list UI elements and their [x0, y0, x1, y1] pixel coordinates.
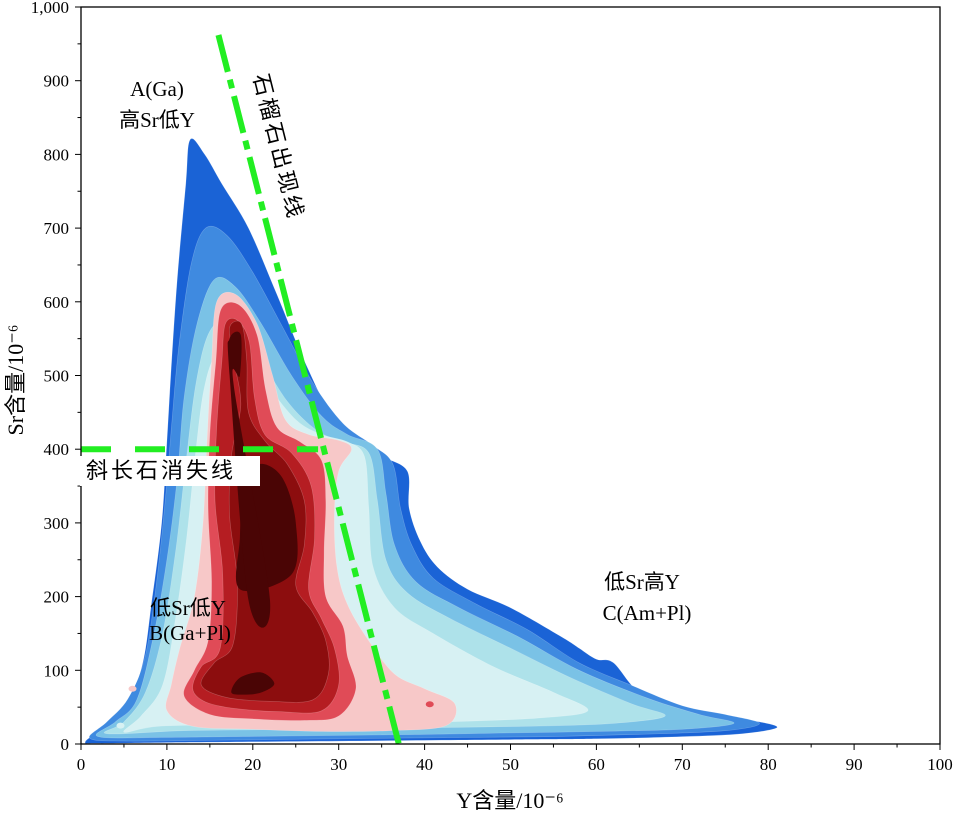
density-contour-group — [84, 138, 778, 744]
density-spot-2 — [128, 685, 137, 692]
y-tick-label: 900 — [44, 72, 70, 91]
plagioclase-label-background — [80, 456, 260, 486]
x-tick-label: 70 — [674, 755, 691, 774]
x-tick-label: 30 — [330, 755, 347, 774]
x-tick-label: 40 — [416, 755, 433, 774]
region-a-label-1: A(Ga) — [130, 77, 184, 101]
x-axis-ticks: 0 10 20 30 40 50 60 70 80 90 100 — [77, 744, 953, 774]
region-b-label-2: B(Ga+Pl) — [149, 621, 231, 645]
y-tick-label: 100 — [44, 661, 70, 680]
y-tick-label: 600 — [44, 293, 70, 312]
y-tick-label: 1,000 — [31, 0, 69, 17]
y-tick-label: 800 — [44, 145, 70, 164]
guide-lines-group — [81, 34, 402, 745]
region-c-label-2: C(Am+Pl) — [603, 601, 692, 625]
x-tick-label: 50 — [502, 755, 519, 774]
y-tick-label: 500 — [44, 367, 70, 386]
plagioclase-line-label: 斜长石消失线 — [86, 458, 236, 483]
x-tick-label: 20 — [244, 755, 261, 774]
density-spot-3 — [116, 722, 125, 729]
y-tick-label: 400 — [44, 440, 70, 459]
region-b-label-1: 低Sr低Y — [150, 596, 226, 620]
y-tick-label: 700 — [44, 219, 70, 238]
y-axis-ticks: 0 100 200 300 400 500 600 700 800 900 1,000 — [31, 0, 81, 754]
x-tick-label: 90 — [846, 755, 863, 774]
density-spot-1 — [425, 701, 434, 708]
x-tick-label: 60 — [588, 755, 605, 774]
region-c-label-1: 低Sr高Y — [604, 570, 680, 594]
x-tick-label: 100 — [927, 755, 953, 774]
region-a-label-2: 高Sr低Y — [119, 108, 195, 132]
y-tick-label: 300 — [44, 514, 70, 533]
y-tick-label: 200 — [44, 588, 70, 607]
x-tick-label: 10 — [158, 755, 175, 774]
garnet-line-label: 石榴石出现线 — [248, 71, 309, 223]
garnet-line — [215, 34, 402, 745]
y-axis-title: Sr含量/10⁻⁶ — [3, 325, 28, 436]
y-tick-label: 0 — [61, 735, 70, 754]
x-tick-label: 80 — [760, 755, 777, 774]
x-tick-label: 0 — [77, 755, 86, 774]
x-axis-title: Y含量/10⁻⁶ — [456, 788, 563, 813]
density-core-1 — [231, 672, 275, 695]
